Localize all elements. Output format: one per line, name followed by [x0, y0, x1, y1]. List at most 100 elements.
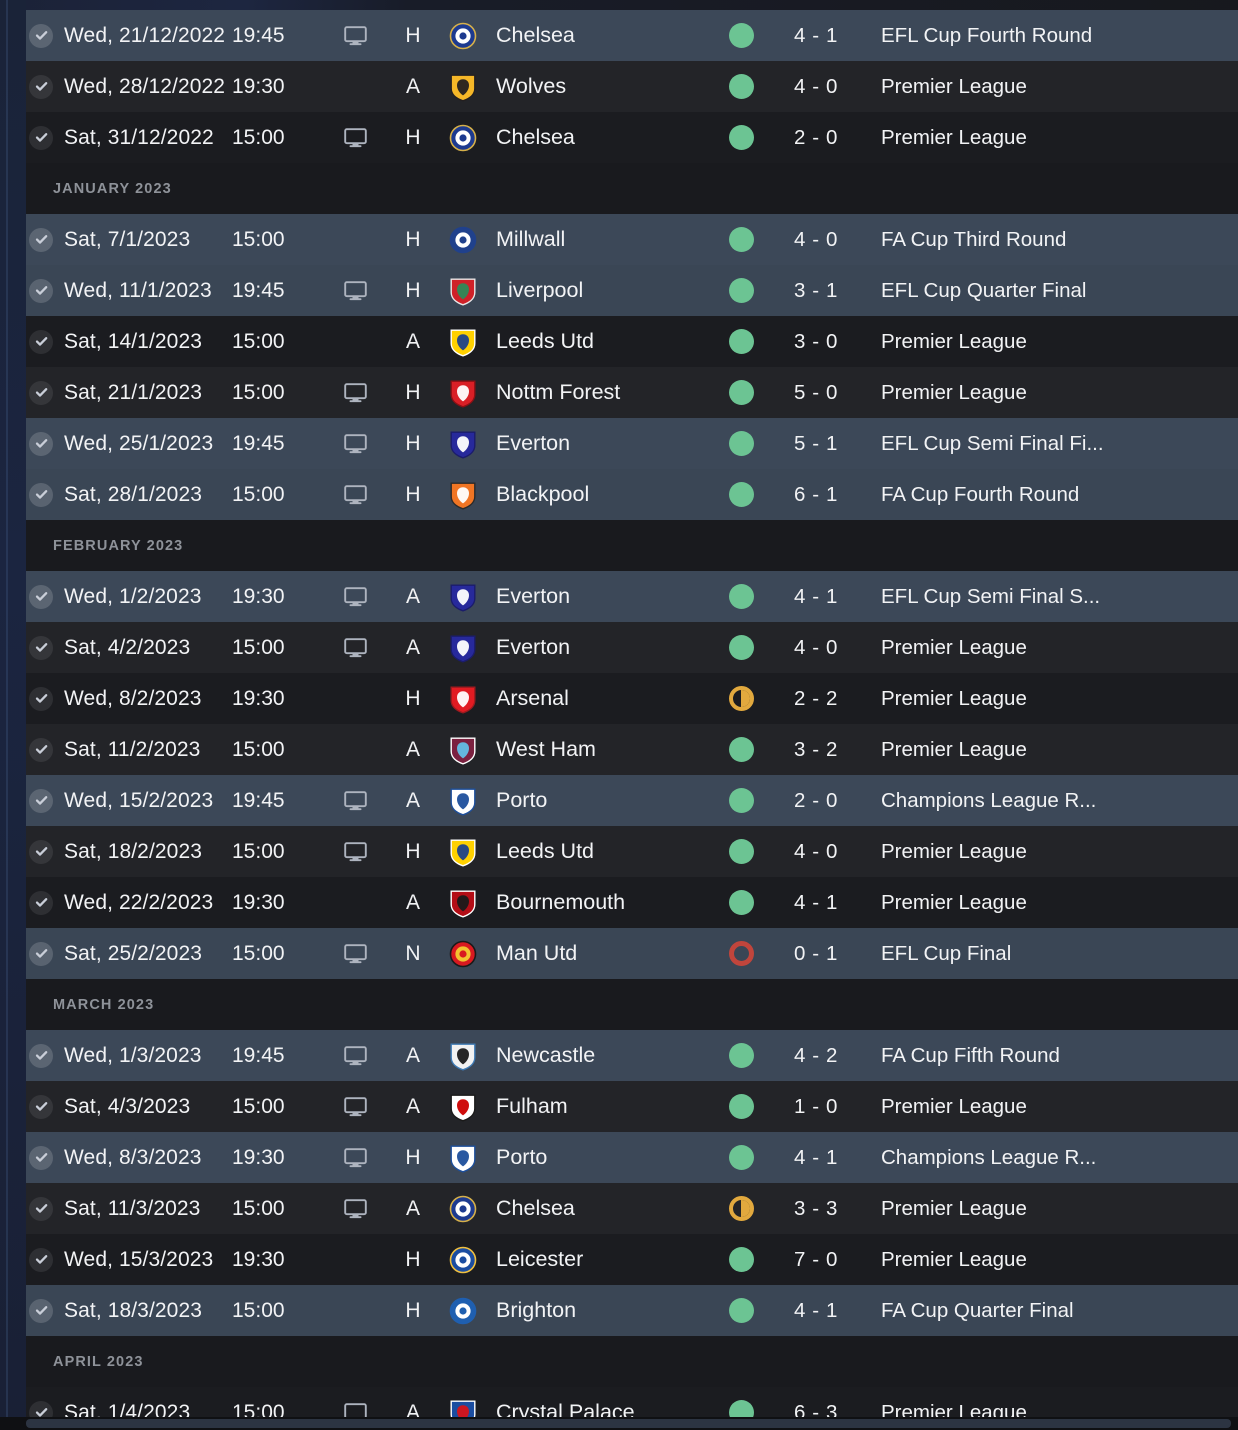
- opponent-name[interactable]: Wolves: [496, 74, 567, 98]
- competition-name[interactable]: Premier League: [881, 380, 1027, 404]
- fixture-row[interactable]: Sat, 7/1/2023 15:00 H Millwall 4 - 0 FA Cup T…: [26, 214, 1238, 265]
- opponent-name[interactable]: Fulham: [496, 1094, 568, 1118]
- fixture-score[interactable]: 4 - 1: [793, 584, 839, 608]
- fixture-score[interactable]: 4 - 0: [793, 74, 839, 98]
- fixture-score[interactable]: 4 - 0: [793, 839, 839, 863]
- opponent-name[interactable]: Blackpool: [496, 482, 590, 506]
- opponent-name[interactable]: Everton: [496, 431, 571, 455]
- opponent-badge-cell: [440, 225, 486, 255]
- fixture-row[interactable]: Wed, 1/3/2023 19:45 A Newcastle 4 - 2 FA Cup …: [26, 1030, 1238, 1081]
- fixture-score[interactable]: 2 - 0: [793, 125, 839, 149]
- opponent-name[interactable]: Liverpool: [496, 278, 584, 302]
- fixture-row[interactable]: Wed, 21/12/2022 19:45 H Chelsea 4 - 1 EFL Cup…: [26, 10, 1238, 61]
- competition-name[interactable]: FA Cup Fourth Round: [881, 482, 1080, 506]
- competition-name[interactable]: Premier League: [881, 74, 1027, 98]
- competition-name[interactable]: Champions League R...: [881, 1145, 1097, 1169]
- fixture-row[interactable]: Wed, 1/2/2023 19:30 A Everton 4 - 1 EFL Cup S…: [26, 571, 1238, 622]
- competition-name[interactable]: FA Cup Third Round: [881, 227, 1067, 251]
- opponent-name[interactable]: Brighton: [496, 1298, 577, 1322]
- competition-name[interactable]: Premier League: [881, 686, 1027, 710]
- opponent-name[interactable]: Newcastle: [496, 1043, 596, 1067]
- competition-name[interactable]: FA Cup Fifth Round: [881, 1043, 1060, 1067]
- competition-name[interactable]: Premier League: [881, 125, 1027, 149]
- fixture-row[interactable]: Wed, 8/2/2023 19:30 H Arsenal 2 - 2 Premier L…: [26, 673, 1238, 724]
- fixture-score[interactable]: 1 - 0: [793, 1094, 839, 1118]
- fixture-score[interactable]: 5 - 1: [793, 431, 839, 455]
- opponent-badge-cell: [440, 276, 486, 306]
- fixture-row[interactable]: Sat, 21/1/2023 15:00 H Nottm Forest 5 - 0 Pre…: [26, 367, 1238, 418]
- fixture-score[interactable]: 4 - 1: [793, 1298, 839, 1322]
- competition-name[interactable]: Premier League: [881, 890, 1027, 914]
- opponent-name[interactable]: Arsenal: [496, 686, 569, 710]
- fixture-date: Sat, 11/2/2023: [64, 737, 201, 761]
- fixture-row[interactable]: Sat, 18/3/2023 15:00 H Brighton 4 - 1 FA Cup …: [26, 1285, 1238, 1336]
- fixture-score[interactable]: 4 - 1: [793, 890, 839, 914]
- competition-name[interactable]: EFL Cup Semi Final Fi...: [881, 431, 1104, 455]
- opponent-name[interactable]: Man Utd: [496, 941, 578, 965]
- fixture-time: 19:45: [232, 431, 285, 455]
- fixture-row[interactable]: Wed, 15/2/2023 19:45 A Porto 2 - 0 Champions …: [26, 775, 1238, 826]
- fixture-row[interactable]: Sat, 28/1/2023 15:00 H Blackpool 6 - 1 FA Cup…: [26, 469, 1238, 520]
- opponent-name[interactable]: Millwall: [496, 227, 566, 251]
- fixture-score[interactable]: 0 - 1: [793, 941, 839, 965]
- fixture-row[interactable]: Wed, 8/3/2023 19:30 H Porto 4 - 1 Champions L…: [26, 1132, 1238, 1183]
- fixture-row[interactable]: Sat, 25/2/2023 15:00 N Man Utd 0 - 1 EFL Cup …: [26, 928, 1238, 979]
- fixture-date: Sat, 25/2/2023: [64, 941, 203, 965]
- competition-name[interactable]: Premier League: [881, 1094, 1027, 1118]
- fixture-score[interactable]: 5 - 0: [793, 380, 839, 404]
- fixture-row[interactable]: Wed, 28/12/2022 19:30 A Wolves 4 - 0 Premier …: [26, 61, 1238, 112]
- opponent-name[interactable]: Everton: [496, 584, 571, 608]
- fixture-row[interactable]: Sat, 11/2/2023 15:00 A West Ham 3 - 2 Premier…: [26, 724, 1238, 775]
- competition-name[interactable]: EFL Cup Final: [881, 941, 1012, 965]
- opponent-name[interactable]: Chelsea: [496, 1196, 575, 1220]
- fixture-row[interactable]: Sat, 4/2/2023 15:00 A Everton 4 - 0 Premier L…: [26, 622, 1238, 673]
- competition-name[interactable]: FA Cup Quarter Final: [881, 1298, 1074, 1322]
- opponent-name[interactable]: Porto: [496, 788, 548, 812]
- fixture-score[interactable]: 4 - 0: [793, 635, 839, 659]
- competition-name[interactable]: Premier League: [881, 635, 1027, 659]
- fixture-row[interactable]: Wed, 22/2/2023 19:30 A Bournemouth 4 - 1 Prem…: [26, 877, 1238, 928]
- opponent-name[interactable]: Leicester: [496, 1247, 584, 1271]
- opponent-name[interactable]: Porto: [496, 1145, 548, 1169]
- fixture-score[interactable]: 4 - 2: [793, 1043, 839, 1067]
- fixture-score[interactable]: 4 - 1: [793, 23, 839, 47]
- competition-name[interactable]: EFL Cup Semi Final S...: [881, 584, 1101, 608]
- opponent-name[interactable]: Leeds Utd: [496, 839, 595, 863]
- fixture-score[interactable]: 3 - 0: [793, 329, 839, 353]
- opponent-name[interactable]: Everton: [496, 635, 571, 659]
- horizontal-scrollbar-thumb[interactable]: [26, 1419, 1231, 1428]
- fixture-score[interactable]: 2 - 0: [793, 788, 839, 812]
- horizontal-scrollbar[interactable]: [0, 1417, 1238, 1430]
- competition-name[interactable]: Premier League: [881, 737, 1027, 761]
- fixture-score[interactable]: 2 - 2: [793, 686, 839, 710]
- fixture-row[interactable]: Wed, 15/3/2023 19:30 H Leicester 7 - 0 Premie…: [26, 1234, 1238, 1285]
- fixture-score[interactable]: 4 - 1: [793, 1145, 839, 1169]
- competition-name[interactable]: EFL Cup Fourth Round: [881, 23, 1093, 47]
- competition-name[interactable]: Champions League R...: [881, 788, 1097, 812]
- competition-name[interactable]: Premier League: [881, 1247, 1027, 1271]
- fixture-row[interactable]: Sat, 14/1/2023 15:00 A Leeds Utd 3 - 0 Premie…: [26, 316, 1238, 367]
- opponent-name[interactable]: Chelsea: [496, 125, 575, 149]
- competition-name[interactable]: Premier League: [881, 1196, 1027, 1220]
- fixture-row[interactable]: Sat, 31/12/2022 15:00 H Chelsea 2 - 0 Premier…: [26, 112, 1238, 163]
- fixture-row[interactable]: Wed, 11/1/2023 19:45 H Liverpool 3 - 1 EFL Cu…: [26, 265, 1238, 316]
- fixture-score[interactable]: 6 - 1: [793, 482, 839, 506]
- fixture-score[interactable]: 3 - 2: [793, 737, 839, 761]
- fixture-row[interactable]: Sat, 4/3/2023 15:00 A Fulham 1 - 0 Premier Le…: [26, 1081, 1238, 1132]
- fixture-row[interactable]: Sat, 18/2/2023 15:00 H Leeds Utd 4 - 0 Premie…: [26, 826, 1238, 877]
- competition-name[interactable]: Premier League: [881, 839, 1027, 863]
- fixture-score[interactable]: 7 - 0: [793, 1247, 839, 1271]
- fixture-score[interactable]: 4 - 0: [793, 227, 839, 251]
- competition-name[interactable]: Premier League: [881, 329, 1027, 353]
- fixture-score[interactable]: 3 - 3: [793, 1196, 839, 1220]
- opponent-name[interactable]: Nottm Forest: [496, 380, 621, 404]
- fixture-score[interactable]: 3 - 1: [793, 278, 839, 302]
- opponent-name[interactable]: Bournemouth: [496, 890, 626, 914]
- opponent-name[interactable]: Chelsea: [496, 23, 575, 47]
- opponent-name[interactable]: West Ham: [496, 737, 596, 761]
- check-circle-icon: [29, 890, 53, 915]
- competition-name[interactable]: EFL Cup Quarter Final: [881, 278, 1087, 302]
- fixture-row[interactable]: Sat, 11/3/2023 15:00 A Chelsea 3 - 3 Premier …: [26, 1183, 1238, 1234]
- fixture-row[interactable]: Wed, 25/1/2023 19:45 H Everton 5 - 1 EFL Cup …: [26, 418, 1238, 469]
- opponent-name[interactable]: Leeds Utd: [496, 329, 595, 353]
